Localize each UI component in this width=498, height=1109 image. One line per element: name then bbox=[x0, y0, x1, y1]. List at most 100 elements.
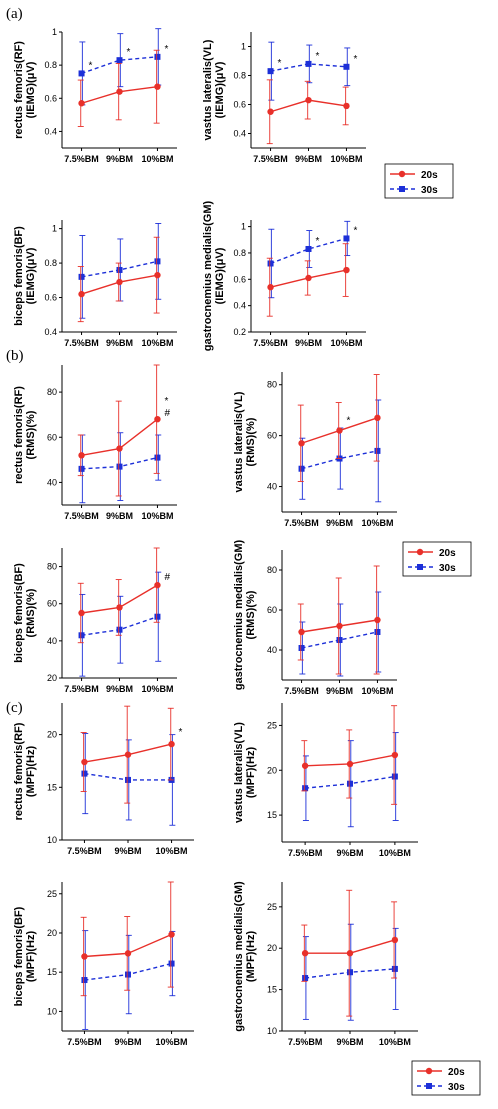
y-tick-label: 0.8 bbox=[233, 248, 246, 258]
data-point-30s bbox=[125, 971, 131, 978]
x-tick-label: 10%BM bbox=[156, 846, 188, 856]
y-tick-label: 80 bbox=[267, 565, 277, 575]
series-line-30s bbox=[301, 450, 378, 470]
data-point-30s bbox=[116, 57, 123, 64]
x-tick-label: 10%BM bbox=[330, 154, 362, 164]
data-point-30s bbox=[305, 245, 312, 252]
y-axis-label: (IEMG)(μV) bbox=[25, 61, 37, 118]
x-tick-label: 10%BM bbox=[141, 511, 173, 521]
data-point-30s bbox=[267, 68, 274, 75]
y-tick-label: 1 bbox=[241, 222, 246, 232]
data-point-30s bbox=[78, 465, 85, 472]
data-point-30s bbox=[78, 632, 85, 639]
data-point-20s bbox=[305, 96, 312, 104]
data-point-20s bbox=[391, 936, 399, 944]
data-point-20s bbox=[267, 284, 274, 291]
y-axis-label: vastus lateralis(VL) bbox=[233, 722, 245, 823]
data-point-20s bbox=[301, 949, 309, 957]
significance-mark: * bbox=[347, 416, 351, 427]
data-point-20s bbox=[116, 278, 123, 286]
x-tick-label: 9%BM bbox=[295, 338, 322, 348]
chart-10: 10 15 20 25 7.5%BM 9%BM 10%BM biceps femoris(BF… bbox=[13, 881, 194, 1047]
y-tick-label: 60 bbox=[267, 605, 277, 615]
y-tick-label: 10 bbox=[47, 1006, 57, 1016]
chart-5: 40 60 80 7.5%BM 9%BM 10%BM vastus lateralis(VL… bbox=[233, 372, 397, 528]
x-tick-label: 7.5%BM bbox=[64, 338, 99, 348]
data-point-30s bbox=[347, 780, 353, 787]
x-tick-label: 9%BM bbox=[106, 154, 133, 164]
data-point-20s bbox=[78, 290, 85, 298]
x-tick-label: 10%BM bbox=[379, 848, 411, 858]
x-tick-label: 9%BM bbox=[336, 848, 363, 858]
y-axis-label: gastrocnemius medialis(GM) bbox=[233, 539, 245, 690]
y-axis-label: gastrocnemius medialis(GM) bbox=[202, 200, 214, 351]
y-tick-label: 20 bbox=[47, 928, 57, 938]
data-point-30s bbox=[391, 773, 398, 780]
data-point-30s bbox=[116, 463, 123, 470]
x-tick-label: 9%BM bbox=[114, 846, 141, 856]
panel-label-1: (b) bbox=[6, 348, 24, 364]
y-axis-label: biceps femoris(BF) bbox=[13, 226, 25, 326]
y-tick-label: 10 bbox=[267, 1026, 277, 1036]
data-point-30s bbox=[116, 266, 123, 273]
y-tick-label: 15 bbox=[47, 967, 57, 977]
chart-3: 0.2 0.4 0.6 0.8 1 7.5%BM 9%BM 10%BM gastrocnemiu… bbox=[202, 200, 366, 351]
x-tick-label: 7.5%BM bbox=[64, 684, 99, 694]
panel-label-2: (c) bbox=[6, 700, 23, 716]
data-point-20s bbox=[168, 931, 175, 938]
data-point-20s bbox=[78, 452, 85, 459]
x-tick-label: 7.5%BM bbox=[284, 518, 319, 528]
y-axis-label: vastus lateralis(VL) bbox=[233, 391, 245, 492]
y-tick-label: 80 bbox=[47, 562, 57, 572]
y-tick-label: 80 bbox=[47, 387, 57, 397]
x-tick-label: 9%BM bbox=[326, 518, 353, 528]
y-tick-label: 60 bbox=[47, 599, 57, 609]
significance-mark: * bbox=[127, 47, 131, 58]
legend-label: 20s bbox=[448, 1067, 465, 1078]
data-point-20s bbox=[124, 751, 132, 758]
data-point-20s bbox=[267, 108, 274, 115]
x-tick-label: 9%BM bbox=[295, 154, 322, 164]
y-tick-label: 0.6 bbox=[44, 93, 57, 103]
y-tick-label: 20 bbox=[267, 765, 277, 775]
significance-mark: * bbox=[179, 727, 183, 738]
data-point-20s bbox=[116, 445, 123, 452]
y-axis-label: rectus femoris(RF) bbox=[13, 386, 25, 484]
data-point-20s bbox=[154, 83, 161, 90]
y-tick-label: 40 bbox=[47, 477, 57, 487]
chart-0: 0.4 0.6 0.8 1 7.5%BM 9%BM 10%BM rectus femoris(… bbox=[13, 27, 177, 164]
y-axis-label: vastus lateralis(VL) bbox=[202, 39, 214, 140]
x-tick-label: 7.5%BM bbox=[288, 848, 323, 858]
data-point-30s bbox=[374, 629, 381, 635]
significance-mark: * bbox=[316, 236, 320, 247]
x-tick-label: 10%BM bbox=[141, 338, 173, 348]
legend-marker bbox=[425, 1067, 433, 1075]
y-tick-label: 15 bbox=[47, 782, 57, 792]
x-tick-label: 7.5%BM bbox=[288, 1037, 323, 1047]
data-point-30s bbox=[168, 960, 175, 967]
y-tick-label: 20 bbox=[267, 943, 277, 953]
y-axis-label: (IEMG)(μV) bbox=[25, 247, 37, 304]
legend-label: 30s bbox=[439, 563, 456, 574]
data-point-20s bbox=[298, 440, 305, 447]
data-point-30s bbox=[154, 613, 161, 620]
legend-marker bbox=[417, 564, 423, 570]
data-point-20s bbox=[374, 616, 381, 624]
y-tick-label: 40 bbox=[267, 482, 277, 492]
data-point-20s bbox=[78, 100, 85, 107]
data-point-20s bbox=[154, 581, 161, 589]
y-axis-label: (RMS)(%) bbox=[245, 590, 257, 639]
y-tick-label: 40 bbox=[47, 636, 57, 646]
data-point-30s bbox=[302, 785, 309, 792]
chart-7: 40 60 80 7.5%BM 9%BM 10%BM gastrocnemius media… bbox=[233, 539, 397, 696]
x-tick-label: 9%BM bbox=[114, 1037, 141, 1047]
significance-mark: * bbox=[353, 54, 357, 65]
x-tick-label: 9%BM bbox=[106, 511, 133, 521]
legend-label: 30s bbox=[421, 185, 438, 196]
significance-mark: * bbox=[353, 225, 357, 236]
y-axis-label: (RMS)(%) bbox=[25, 588, 37, 637]
